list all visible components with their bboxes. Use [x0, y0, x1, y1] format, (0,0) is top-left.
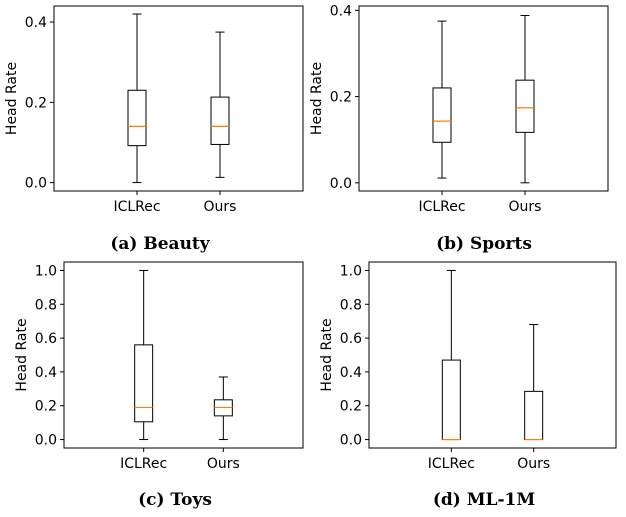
y-tick-label: 1.0	[340, 263, 362, 279]
x-tick-label: Ours	[204, 199, 237, 215]
iqr-box	[515, 79, 535, 133]
y-axis-label: Head Rate	[319, 318, 335, 391]
box-iclrec	[432, 20, 452, 179]
y-tick-label: 0.2	[25, 95, 47, 111]
x-tick-label: ICLRec	[113, 199, 160, 215]
axes-frame	[63, 261, 304, 449]
y-tick-label: 0.4	[35, 365, 57, 381]
axes-frame	[358, 5, 609, 192]
box-iclrec	[134, 269, 154, 441]
iqr-box	[210, 96, 230, 145]
y-tick-label: 0.0	[340, 433, 362, 449]
chart-panel-3: 0.0 0.2 0.4 0.6 0.8 1.0 ICLRec Ours Head Rate (c)…	[14, 261, 304, 510]
y-tick-label: 0.4	[340, 365, 362, 381]
chart-panel-4: 0.0 0.2 0.4 0.6 0.8 1.0 ICLRec Ours Head Rate (d)…	[319, 261, 617, 510]
x-tick-label: ICLRec	[418, 199, 465, 215]
iqr-box	[127, 89, 147, 147]
subfigure-caption: (b) Sports	[436, 234, 532, 254]
y-tick-label: 0.4	[330, 3, 352, 19]
y-tick-label: 0.8	[340, 297, 362, 313]
box-iclrec	[441, 269, 461, 441]
y-axis-label: Head Rate	[14, 318, 30, 391]
box-ours	[213, 376, 233, 441]
x-tick-label: ICLRec	[120, 456, 167, 472]
box-ours	[515, 14, 535, 184]
y-tick-label: 0.6	[35, 331, 57, 347]
y-tick-label: 0.0	[330, 176, 352, 192]
iqr-box	[441, 359, 461, 441]
x-tick-label: Ours	[517, 456, 550, 472]
iqr-box	[134, 344, 154, 423]
box-ours	[524, 324, 544, 441]
iqr-box	[524, 390, 544, 441]
iqr-box	[432, 87, 452, 143]
subfigure-caption: (a) Beauty	[110, 234, 210, 254]
box-ours	[210, 31, 230, 178]
y-tick-label: 0.2	[330, 90, 352, 106]
y-tick-label: 0.0	[25, 176, 47, 192]
y-axis-label: Head Rate	[4, 62, 20, 135]
y-tick-label: 1.0	[35, 263, 57, 279]
x-tick-label: ICLRec	[428, 456, 475, 472]
chart-panel-1: 0.0 0.2 0.4 ICLRec Ours Head Rate (a) Beauty	[4, 5, 304, 254]
y-tick-label: 0.2	[35, 399, 57, 415]
y-tick-label: 0.6	[340, 331, 362, 347]
x-tick-label: Ours	[207, 456, 240, 472]
y-tick-label: 0.2	[340, 399, 362, 415]
y-axis-label: Head Rate	[309, 62, 325, 135]
y-tick-label: 0.8	[35, 297, 57, 313]
axes-frame	[53, 5, 304, 192]
subfigure-caption: (c) Toys	[138, 490, 212, 510]
subfigure-caption: (d) ML-1M	[433, 490, 536, 510]
x-tick-label: Ours	[509, 199, 542, 215]
axes-frame	[368, 261, 617, 449]
y-tick-label: 0.4	[25, 15, 47, 31]
box-iclrec	[127, 13, 147, 184]
y-tick-label: 0.0	[35, 433, 57, 449]
chart-panel-2: 0.0 0.2 0.4 ICLRec Ours Head Rate (b) Sports	[309, 3, 609, 254]
